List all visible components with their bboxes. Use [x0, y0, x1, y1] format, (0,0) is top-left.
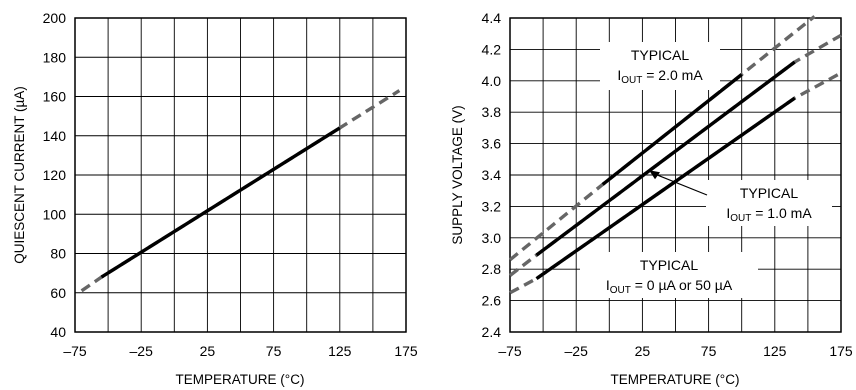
y-tick-label: 160: [43, 89, 67, 105]
annotation-title: TYPICAL: [631, 47, 690, 63]
annotation-value: IOUT = 2.0 mA: [617, 67, 703, 86]
annotation-texts: TYPICAL IOUT = 2.0 mA TYPICAL IOUT = 1.0 mA…: [606, 47, 812, 296]
y-tick-label: 4.2: [482, 41, 502, 57]
series-2-dashed-line: [509, 71, 842, 295]
y-tick-label: 120: [43, 167, 67, 183]
series-lines: [508, 15, 842, 295]
x-tick-label: 125: [763, 343, 787, 359]
x-axis-label: TEMPERATURE (°C): [611, 372, 740, 387]
x-tick-label: –75: [498, 343, 522, 359]
y-tick-label: 2.6: [482, 293, 502, 309]
y-tick-label: 2.8: [482, 261, 502, 277]
series-1-solid-line: [535, 60, 796, 257]
x-tick-label: 25: [200, 343, 216, 359]
x-tick-label: 75: [266, 343, 282, 359]
plot-frame: [74, 17, 407, 333]
x-tick-label: –75: [63, 343, 87, 359]
series-lines: [80, 89, 401, 293]
y-tick-label: 3.0: [482, 230, 502, 246]
annotation-value: IOUT = 0 µA or 50 µA: [606, 277, 733, 296]
gridlines: [74, 17, 407, 333]
y-tick-label: 3.8: [482, 104, 502, 120]
annotation-background: [580, 252, 758, 298]
series-0-solid-line: [100, 126, 341, 279]
annotation-value: IOUT = 1.0 mA: [726, 205, 812, 224]
annotation-arrowhead: [649, 170, 661, 180]
annotation-pointer-line: [652, 172, 708, 196]
x-axis-label: TEMPERATURE (°C): [176, 372, 305, 387]
y-tick-label: 60: [50, 285, 66, 301]
y-axis-label: SUPPLY VOLTAGE (V): [450, 105, 465, 244]
x-tick-label: 175: [829, 343, 853, 359]
y-tick-label: 180: [43, 49, 67, 65]
x-tick-labels: –75 –25 25 75 125 175: [63, 343, 418, 359]
x-tick-label: 75: [701, 343, 717, 359]
quiescent-current-chart: –75 –25 25 75 125 175 40 60 80 100 120 140 160 180 20…: [12, 10, 418, 387]
annotation-background: [600, 42, 720, 90]
x-tick-label: 25: [635, 343, 651, 359]
annotations: [580, 42, 832, 298]
y-tick-label: 100: [43, 206, 67, 222]
x-tick-label: 125: [328, 343, 352, 359]
y-tick-label: 4.0: [482, 73, 502, 89]
x-tick-labels: –75 –25 25 75 125 175: [498, 343, 853, 359]
y-tick-label: 4.4: [482, 10, 502, 26]
y-tick-label: 80: [50, 246, 66, 262]
y-tick-label: 2.4: [482, 324, 502, 340]
x-tick-label: –25: [130, 343, 154, 359]
series-2-solid-line: [535, 96, 796, 280]
y-tick-label: 200: [43, 10, 67, 26]
annotation-background: [706, 180, 832, 226]
y-tick-label: 3.4: [482, 167, 502, 183]
y-axis-label: QUIESCENT CURRENT (µA): [12, 86, 27, 264]
supply-voltage-chart: –75 –25 25 75 125 175 2.4 2.6 2.8 3.0 3.2 3.4 3.6 3.…: [450, 10, 853, 387]
annotation-title: TYPICAL: [740, 185, 799, 201]
x-tick-label: –25: [565, 343, 589, 359]
y-tick-labels: 40 60 80 100 120 140 160 180 200: [43, 10, 67, 340]
x-tick-label: 175: [394, 343, 418, 359]
y-tick-label: 3.6: [482, 136, 502, 152]
y-tick-label: 140: [43, 128, 67, 144]
y-tick-label: 40: [50, 324, 66, 340]
annotation-title: TYPICAL: [640, 257, 699, 273]
y-tick-labels: 2.4 2.6 2.8 3.0 3.2 3.4 3.6 3.8 4.0 4.2 4.4: [482, 10, 502, 340]
series-0-solid-line: [601, 73, 743, 186]
plot-frame: [509, 17, 842, 333]
y-tick-label: 3.2: [482, 198, 502, 214]
